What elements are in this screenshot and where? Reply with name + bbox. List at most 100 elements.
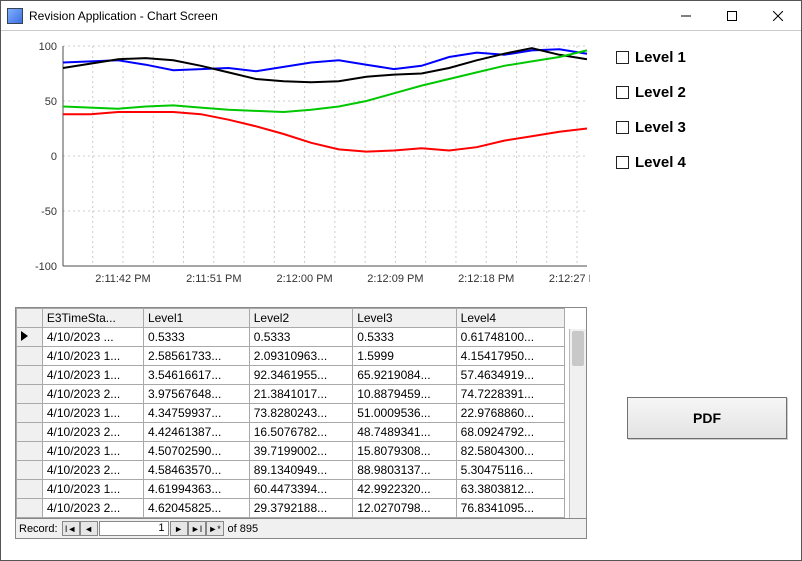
table-cell[interactable]: 21.3841017... (249, 385, 352, 404)
legend-item-2[interactable]: Level 3 (616, 119, 686, 136)
table-cell[interactable]: 4.58463570... (143, 461, 249, 480)
table-cell[interactable]: 4.42461387... (143, 423, 249, 442)
table-cell[interactable]: 16.5076782... (249, 423, 352, 442)
table-cell[interactable]: 88.9803137... (353, 461, 456, 480)
table-cell[interactable]: 2.09310963... (249, 347, 352, 366)
table-row[interactable]: 4/10/2023 2...4.58463570...89.1340949...… (17, 461, 586, 480)
table-cell[interactable]: 4.15417950... (456, 347, 564, 366)
scrollbar-thumb[interactable] (572, 331, 584, 366)
table-cell[interactable]: 1.5999 (353, 347, 456, 366)
table-cell[interactable]: 39.7199002... (249, 442, 352, 461)
table-cell[interactable]: 76.8341095... (456, 499, 564, 518)
table-row[interactable]: 4/10/2023 ...0.53330.53330.53330.6174810… (17, 328, 586, 347)
window-buttons (663, 1, 801, 30)
table-cell[interactable]: 4/10/2023 1... (42, 480, 143, 499)
table-cell[interactable]: 29.3792188... (249, 499, 352, 518)
row-header[interactable] (17, 347, 43, 366)
table-cell[interactable]: 0.5333 (249, 328, 352, 347)
table-cell[interactable]: 4/10/2023 2... (42, 385, 143, 404)
table-cell[interactable]: 0.5333 (353, 328, 456, 347)
table-cell[interactable]: 0.5333 (143, 328, 249, 347)
nav-first-button[interactable]: I◄ (62, 521, 80, 536)
table-cell[interactable]: 57.4634919... (456, 366, 564, 385)
table-cell[interactable]: 2.58561733... (143, 347, 249, 366)
table-cell[interactable]: 5.30475116... (456, 461, 564, 480)
table-cell[interactable]: 12.0270798... (353, 499, 456, 518)
nav-last-button[interactable]: ►I (188, 521, 206, 536)
table-cell[interactable]: 4/10/2023 1... (42, 404, 143, 423)
legend-checkbox[interactable] (616, 51, 629, 64)
datagrid[interactable]: E3TimeSta...Level1Level2Level3Level44/10… (15, 307, 587, 519)
row-header[interactable] (17, 385, 43, 404)
column-header[interactable]: Level4 (456, 309, 564, 328)
nav-position-input[interactable]: 1 (99, 521, 169, 536)
table-cell[interactable]: 48.7489341... (353, 423, 456, 442)
legend-item-0[interactable]: Level 1 (616, 49, 686, 66)
table-cell[interactable]: 10.8879459... (353, 385, 456, 404)
table-cell[interactable]: 4/10/2023 1... (42, 442, 143, 461)
table-cell[interactable]: 22.9768860... (456, 404, 564, 423)
table-row[interactable]: 4/10/2023 2...4.62045825...29.3792188...… (17, 499, 586, 518)
column-header[interactable]: Level2 (249, 309, 352, 328)
window-title: Revision Application - Chart Screen (29, 9, 663, 23)
table-cell[interactable]: 4/10/2023 2... (42, 423, 143, 442)
table-cell[interactable]: 60.4473394... (249, 480, 352, 499)
pdf-button[interactable]: PDF (627, 397, 787, 439)
row-header[interactable] (17, 423, 43, 442)
legend-item-3[interactable]: Level 4 (616, 154, 686, 171)
table-cell[interactable]: 73.8280243... (249, 404, 352, 423)
column-header[interactable]: Level1 (143, 309, 249, 328)
column-header[interactable]: E3TimeSta... (42, 309, 143, 328)
table-row[interactable]: 4/10/2023 2...3.97567648...21.3841017...… (17, 385, 586, 404)
nav-prev-button[interactable]: ◄ (80, 521, 98, 536)
rowheader-corner[interactable] (17, 309, 43, 328)
table-cell[interactable]: 4.34759937... (143, 404, 249, 423)
table-row[interactable]: 4/10/2023 2...4.42461387...16.5076782...… (17, 423, 586, 442)
row-header[interactable] (17, 404, 43, 423)
table-row[interactable]: 4/10/2023 1...2.58561733...2.09310963...… (17, 347, 586, 366)
table-cell[interactable]: 4.62045825... (143, 499, 249, 518)
legend-checkbox[interactable] (616, 86, 629, 99)
table-cell[interactable]: 15.8079308... (353, 442, 456, 461)
table-cell[interactable]: 68.0924792... (456, 423, 564, 442)
close-button[interactable] (755, 1, 801, 30)
table-cell[interactable]: 4/10/2023 ... (42, 328, 143, 347)
table-cell[interactable]: 4/10/2023 1... (42, 366, 143, 385)
nav-new-button[interactable]: ►* (206, 521, 224, 536)
table-cell[interactable]: 74.7228391... (456, 385, 564, 404)
row-header[interactable] (17, 499, 43, 518)
table-cell[interactable]: 4/10/2023 1... (42, 347, 143, 366)
row-header[interactable] (17, 366, 43, 385)
table-row[interactable]: 4/10/2023 1...4.34759937...73.8280243...… (17, 404, 586, 423)
row-header[interactable] (17, 328, 43, 347)
table-cell[interactable]: 42.9922320... (353, 480, 456, 499)
legend-checkbox[interactable] (616, 121, 629, 134)
table-cell[interactable]: 4.61994363... (143, 480, 249, 499)
nav-next-button[interactable]: ► (170, 521, 188, 536)
table-cell[interactable]: 89.1340949... (249, 461, 352, 480)
maximize-button[interactable] (709, 1, 755, 30)
table-cell[interactable]: 65.9219084... (353, 366, 456, 385)
row-header[interactable] (17, 461, 43, 480)
legend-checkbox[interactable] (616, 156, 629, 169)
row-header[interactable] (17, 480, 43, 499)
table-cell[interactable]: 4/10/2023 2... (42, 461, 143, 480)
table-row[interactable]: 4/10/2023 1...4.61994363...60.4473394...… (17, 480, 586, 499)
table-cell[interactable]: 4/10/2023 2... (42, 499, 143, 518)
vertical-scrollbar[interactable] (569, 329, 586, 518)
table-cell[interactable]: 82.5804300... (456, 442, 564, 461)
table-cell[interactable]: 4.50702590... (143, 442, 249, 461)
table-cell[interactable]: 63.3803812... (456, 480, 564, 499)
legend-item-1[interactable]: Level 2 (616, 84, 686, 101)
column-header[interactable]: Level3 (353, 309, 456, 328)
table-cell[interactable]: 3.54616617... (143, 366, 249, 385)
table-cell[interactable]: 51.0009536... (353, 404, 456, 423)
table-cell[interactable]: 92.3461955... (249, 366, 352, 385)
table-row[interactable]: 4/10/2023 1...4.50702590...39.7199002...… (17, 442, 586, 461)
table-row[interactable]: 4/10/2023 1...3.54616617...92.3461955...… (17, 366, 586, 385)
minimize-button[interactable] (663, 1, 709, 30)
app-window: Revision Application - Chart Screen -100… (0, 0, 802, 561)
row-header[interactable] (17, 442, 43, 461)
table-cell[interactable]: 0.61748100... (456, 328, 564, 347)
table-cell[interactable]: 3.97567648... (143, 385, 249, 404)
